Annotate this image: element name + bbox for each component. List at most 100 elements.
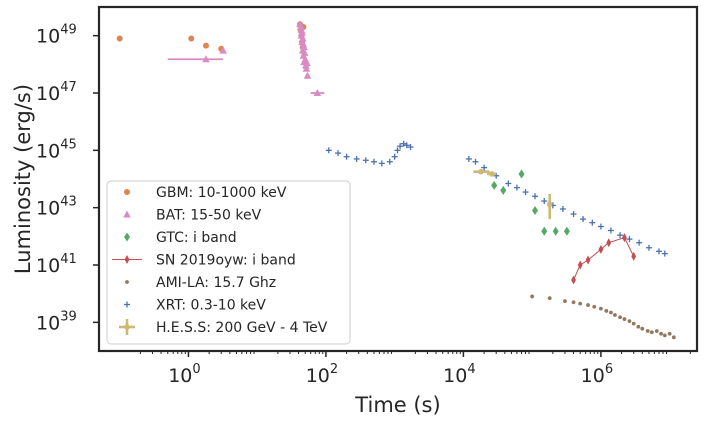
- x-tick-label-0: 100: [168, 362, 200, 387]
- data-point-5-2: [343, 153, 350, 160]
- data-point-4-22: [667, 331, 672, 336]
- data-point-5-6: [378, 160, 385, 167]
- plot-frame: [97, 5, 699, 353]
- series-errorbar: [473, 168, 553, 220]
- data-point-0-1: [188, 35, 195, 42]
- legend-marker-5: [124, 301, 130, 308]
- data-point-5-16: [481, 164, 488, 171]
- data-point-5-14: [465, 155, 472, 162]
- plot-area: [116, 20, 676, 340]
- data-point-5-5: [370, 158, 377, 165]
- data-point-2-4: [541, 226, 548, 236]
- data-point-2-1: [500, 185, 507, 195]
- data-point-6-1: [489, 171, 495, 177]
- data-point-0-2: [202, 42, 209, 49]
- data-point-5-26: [580, 216, 587, 223]
- data-point-2-0: [491, 180, 498, 190]
- series-plus: [325, 140, 668, 257]
- data-point-5-21: [532, 193, 539, 200]
- data-point-3-0: [571, 275, 576, 285]
- data-point-2-5: [552, 226, 559, 236]
- legend-entry-0: GBM: 10-1000 keV: [124, 185, 287, 201]
- data-point-2-2: [518, 169, 525, 179]
- data-point-5-4: [362, 157, 369, 164]
- data-point-0-0: [116, 35, 123, 42]
- data-point-5-15: [472, 158, 479, 165]
- data-point-5-13: [407, 144, 414, 151]
- y-tick-label-0: 1039: [36, 309, 77, 334]
- data-point-4-21: [662, 333, 667, 338]
- data-point-5-33: [645, 244, 652, 251]
- data-point-5-27: [589, 219, 596, 226]
- data-point-4-14: [631, 321, 636, 326]
- legend-label-4: AMI-LA: 15.7 Ghz: [156, 275, 276, 291]
- data-point-4-9: [609, 310, 613, 315]
- legend-marker-1: [123, 210, 131, 218]
- x-tick-label-3: 106: [581, 362, 613, 387]
- legend-label-3: SN 2019oyw: i band: [156, 253, 296, 269]
- x-tick-label-2: 104: [443, 362, 475, 387]
- y-tick-label-4: 1047: [36, 80, 77, 105]
- data-point-5-32: [636, 239, 643, 246]
- data-point-5-30: [617, 232, 624, 239]
- x-axis: 100 102 104 106: [139, 351, 691, 387]
- data-point-4-0: [530, 294, 535, 299]
- legend-entry-4: AMI-LA: 15.7 Ghz: [125, 275, 276, 291]
- data-point-5-24: [559, 205, 566, 212]
- series-diamond: [491, 169, 570, 236]
- data-point-2-6: [563, 226, 570, 236]
- data-point-2-3: [532, 205, 539, 215]
- legend-marker-6: [124, 324, 130, 330]
- legend-label-1: BAT: 15-50 keV: [156, 208, 262, 224]
- y-tick-label-5: 1049: [36, 23, 77, 48]
- data-point-5-12: [403, 142, 410, 149]
- legend-marker-4: [125, 280, 129, 284]
- data-point-5-9: [394, 147, 401, 154]
- data-point-5-1: [335, 150, 342, 157]
- data-point-1-18: [303, 59, 311, 67]
- x-tick-label-1: 102: [306, 362, 338, 387]
- data-point-6-2: [546, 201, 553, 208]
- data-point-4-10: [613, 313, 617, 317]
- data-point-5-7: [386, 158, 393, 165]
- legend-marker-3: [124, 255, 130, 264]
- data-point-4-5: [586, 303, 590, 307]
- data-point-5-28: [597, 223, 604, 230]
- data-point-5-8: [391, 153, 398, 160]
- data-point-5-29: [607, 227, 614, 234]
- data-point-4-3: [571, 300, 576, 305]
- y-tick-label-2: 1043: [36, 195, 77, 220]
- data-point-1-0: [202, 55, 210, 63]
- series-triangle: [167, 20, 325, 96]
- legend-marker-0: [124, 189, 130, 195]
- y-tick-label-3: 1045: [36, 137, 77, 162]
- data-point-3-4: [606, 238, 612, 248]
- y-tick-label-1: 1041: [36, 252, 77, 277]
- legend-entry-6: H.E.S.S: 200 GeV - 4 TeV: [119, 319, 328, 336]
- legend-marker-2: [124, 232, 130, 242]
- data-point-4-17: [645, 329, 650, 333]
- data-point-5-25: [570, 211, 577, 218]
- y-axis-label: Luminosity (erg/s): [11, 84, 35, 274]
- legend-label-0: GBM: 10-1000 keV: [156, 185, 287, 201]
- data-point-4-7: [599, 306, 603, 311]
- data-point-4-11: [618, 315, 622, 320]
- x-axis-label: Time (s): [354, 393, 440, 417]
- data-point-5-0: [325, 147, 332, 154]
- data-point-1-1: [219, 46, 227, 54]
- data-point-4-8: [604, 309, 609, 313]
- data-point-4-13: [627, 319, 632, 324]
- data-point-5-10: [397, 143, 404, 150]
- legend-entry-1: BAT: 15-50 keV: [123, 208, 262, 224]
- data-point-3-3: [598, 244, 604, 254]
- data-point-1-17: [302, 64, 311, 72]
- data-point-3-1: [577, 260, 583, 270]
- legend-label-2: GTC: i band: [156, 230, 237, 246]
- series-line: [573, 236, 635, 281]
- data-point-1-20: [313, 89, 322, 96]
- legend-label-5: XRT: 0.3-10 keV: [156, 298, 266, 314]
- legend-entry-2: GTC: i band: [124, 230, 237, 246]
- data-point-1-7: [298, 34, 307, 42]
- data-point-4-15: [636, 324, 641, 329]
